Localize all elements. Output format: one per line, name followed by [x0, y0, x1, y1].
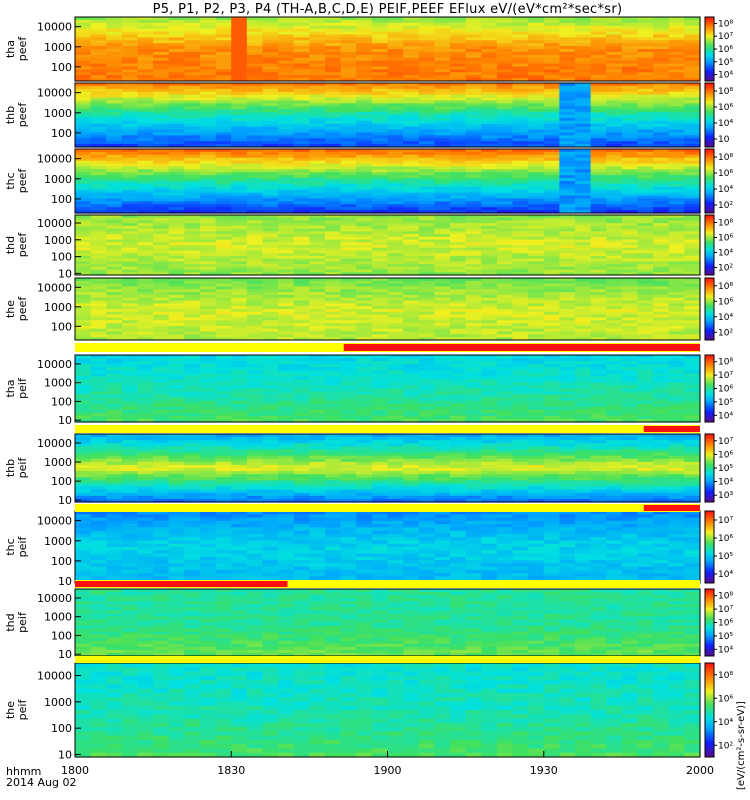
- y-tick-label: 10: [58, 267, 72, 280]
- y-axis-label: peef: [16, 168, 29, 194]
- y-axis-label: peef: [16, 296, 29, 322]
- y-tick-label: 10000: [37, 217, 72, 230]
- panel-thd-peef: 10000100010010thd peef10²10⁴10⁶10⁸: [4, 215, 733, 280]
- colorbar-tick-label: 10⁸: [718, 87, 733, 97]
- y-tick-label: 100: [51, 127, 72, 140]
- colorbar-tick-label: 10⁵: [718, 58, 733, 68]
- y-tick-label: 100: [51, 193, 72, 206]
- colorbar: [705, 278, 714, 340]
- colorbar-tick-label: 10⁶: [718, 45, 733, 55]
- y-tick-label: 1000: [44, 301, 72, 314]
- colorbar-tick-label: 10⁸: [718, 219, 733, 229]
- colorbar-tick-label: 10⁴: [718, 119, 733, 129]
- colorbar-tick-label: 10⁴: [718, 313, 733, 323]
- y-tick-label: 100: [51, 61, 72, 74]
- colorbar-tick-label: 10⁶: [718, 103, 733, 113]
- colorbar-tick-label: 10⁲: [718, 135, 730, 145]
- colorbar-tick-label: 10⁷: [718, 32, 733, 42]
- panel-tha-peif: 10000100010010tha peif10⁴10⁵10⁶10⁷10⁸: [4, 355, 733, 427]
- y-tick-label: 100: [51, 320, 72, 333]
- panel-tha-peef: 100001000100tha peef10⁴10⁵10⁶10⁷10⁸: [4, 17, 733, 82]
- y-tick-label: 1000: [44, 173, 72, 186]
- colorbar-tick-label: 10⁶: [718, 297, 733, 307]
- y-tick-label: 1000: [44, 107, 72, 120]
- y-axis-label: peef: [16, 232, 29, 258]
- y-tick-label: 100: [51, 251, 72, 264]
- colorbar-tick-label: 10⁴: [718, 185, 733, 195]
- y-tick-label: 1000: [44, 41, 72, 54]
- colorbar: [705, 83, 714, 147]
- colorbar: [705, 215, 714, 275]
- colorbar: [705, 17, 714, 81]
- colorbar-tick-label: 10⁶: [718, 234, 733, 244]
- panel-thc-peef: 100001000100thc peef10²10⁴10⁶10⁸: [4, 149, 733, 214]
- colorbar-tick-label: 10⁶: [718, 169, 733, 179]
- y-tick-label: 10000: [37, 153, 72, 166]
- colorbar-tick-label: 10²: [718, 201, 733, 211]
- colorbar: [705, 149, 714, 213]
- y-axis-label: peef: [16, 102, 29, 128]
- y-axis-label: peef: [16, 36, 29, 62]
- colorbar-tick-label: 10⁸: [718, 153, 733, 163]
- colorbar-tick-label: 10⁴: [718, 71, 733, 81]
- y-tick-label: 10000: [37, 281, 72, 294]
- colorbar-tick-label: 10²: [718, 328, 733, 338]
- colorbar-tick-label: 10⁸: [718, 19, 733, 29]
- colorbar-tick-label: 10²: [718, 264, 733, 274]
- colorbar-tick-label: 10⁴: [718, 249, 733, 259]
- colorbar-tick-label: 10⁸: [718, 282, 733, 292]
- panel-the-peef: 100001000100the peef10²10⁴10⁶10⁸: [4, 278, 733, 341]
- y-tick-label: 10000: [37, 21, 72, 34]
- y-tick-label: 1000: [44, 234, 72, 247]
- y-tick-label: 10000: [37, 87, 72, 100]
- panel-thb-peef: 100001000100thb peef10⁲10⁴10⁶10⁸: [4, 83, 733, 148]
